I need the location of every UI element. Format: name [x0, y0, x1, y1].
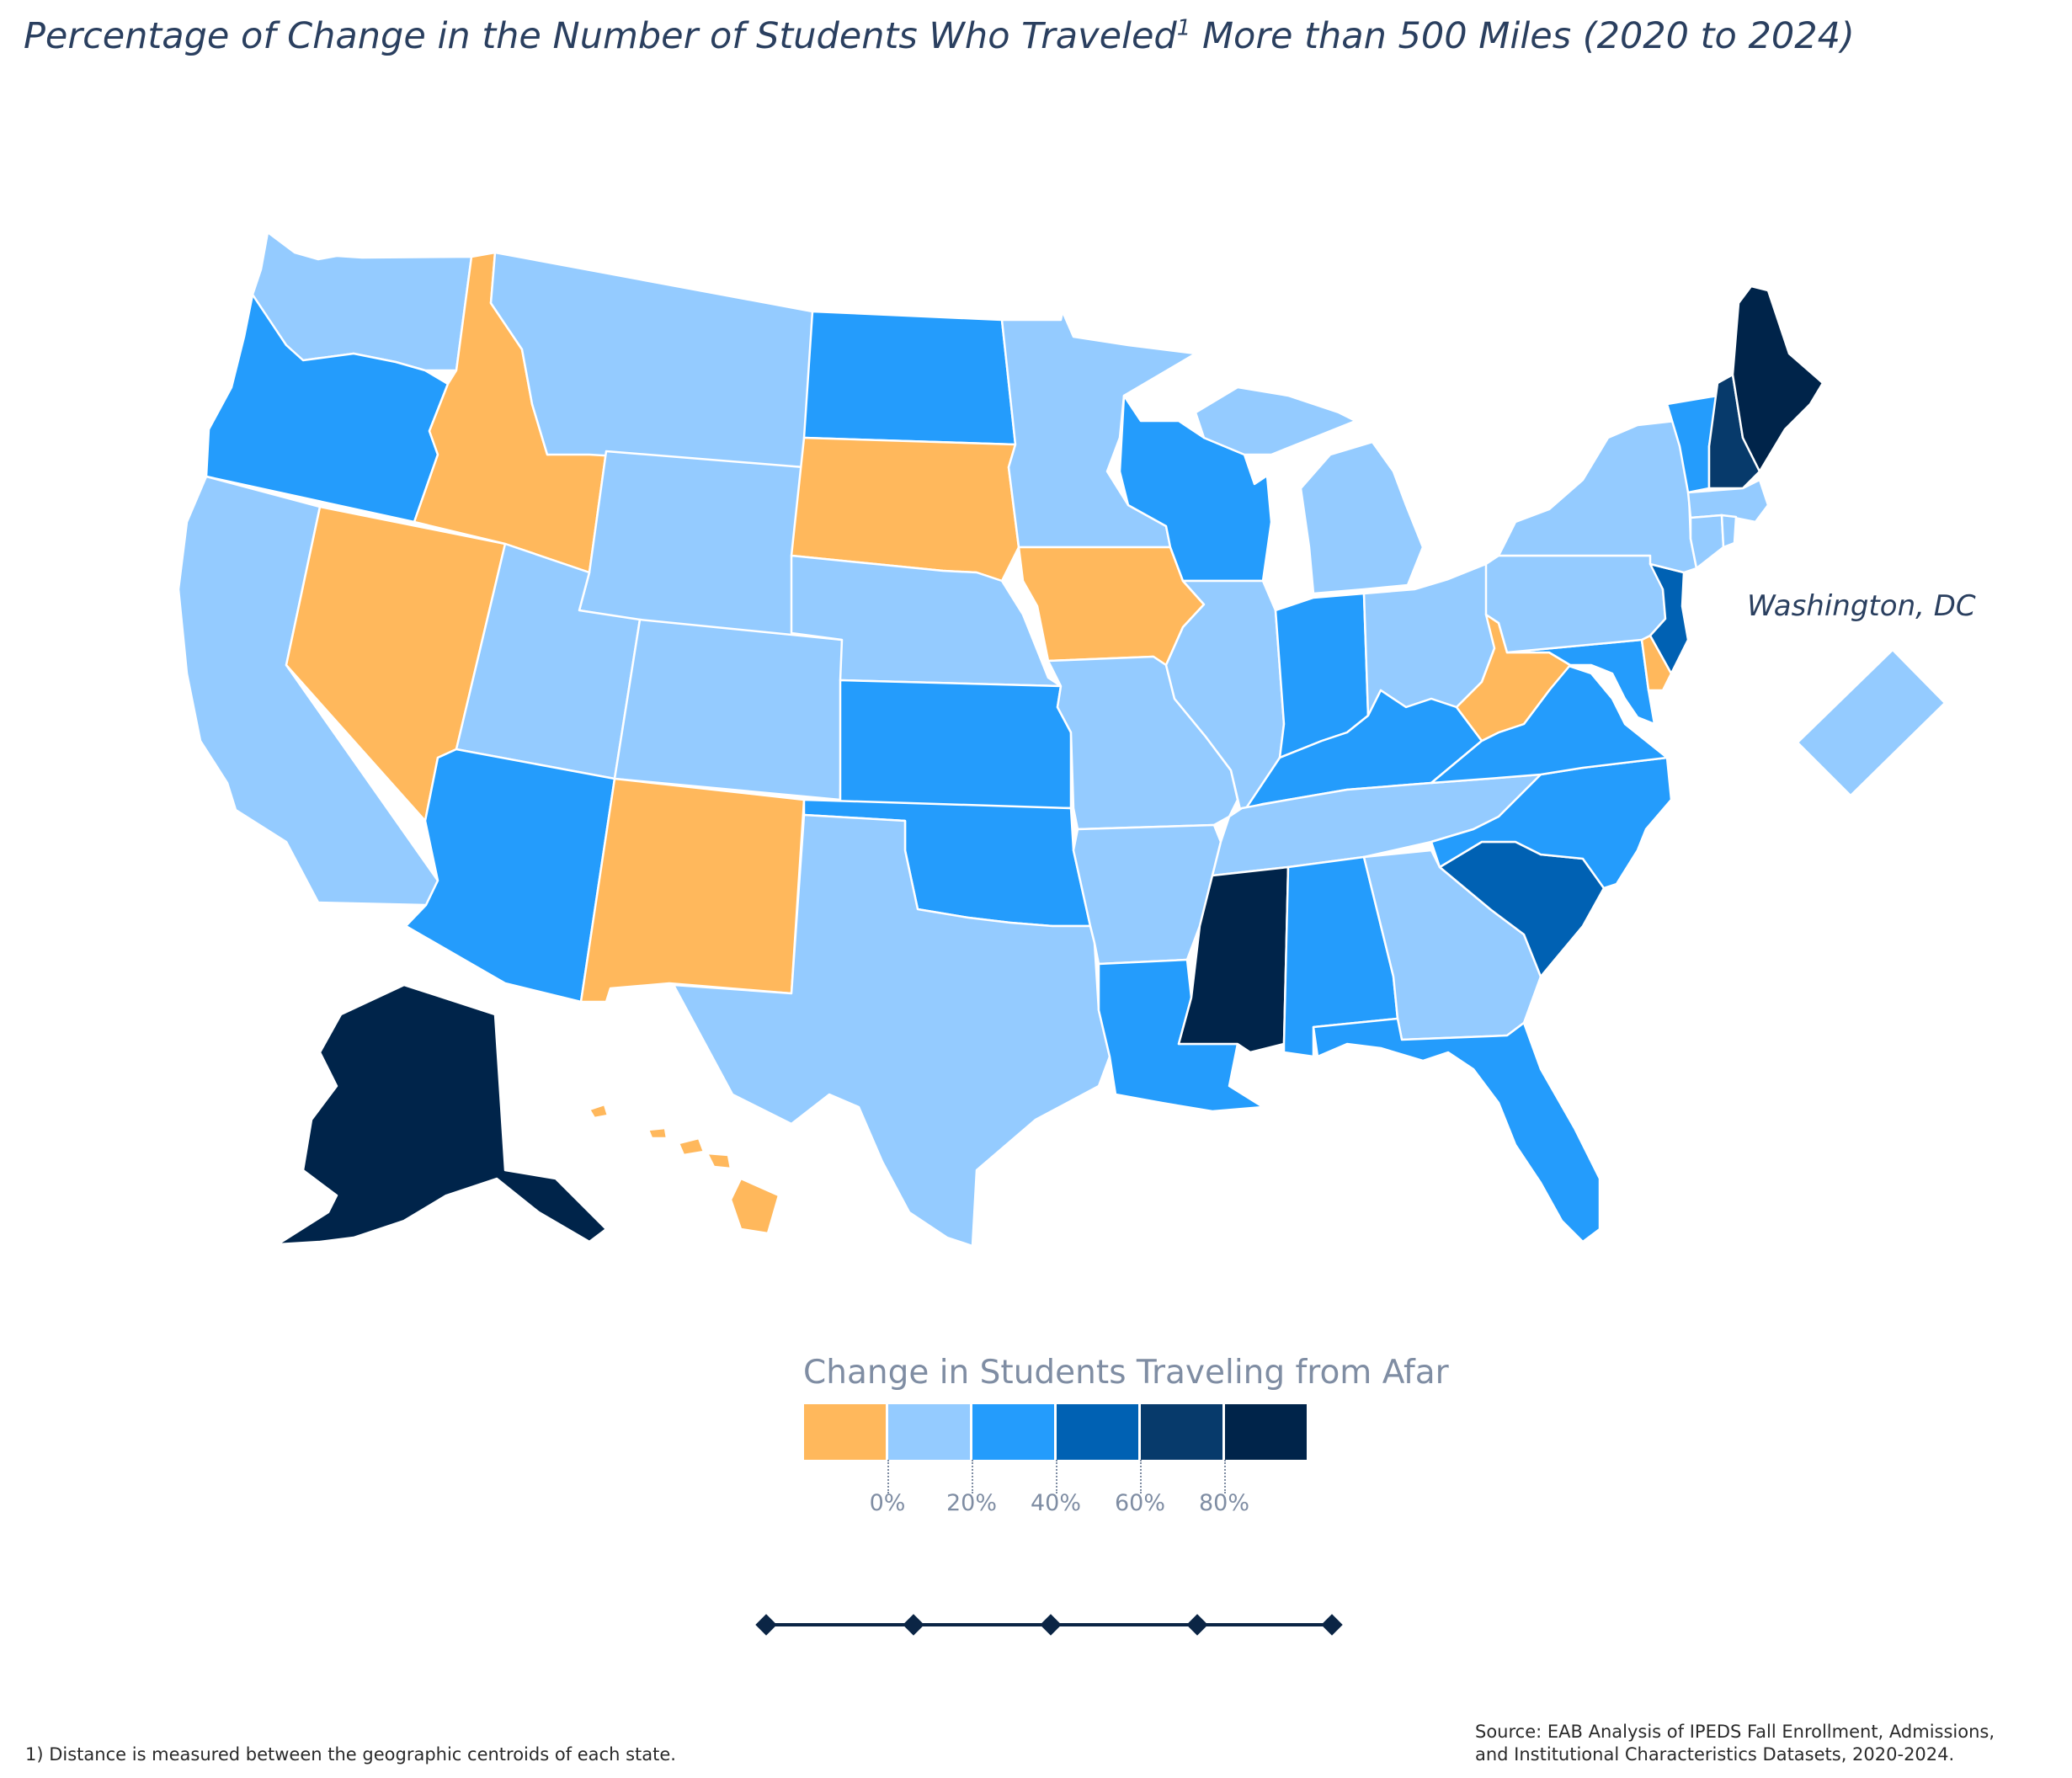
slider-step-1[interactable]: [903, 1614, 924, 1636]
source-note: Source: EAB Analysis of IPEDS Fall Enrol…: [1475, 1721, 1995, 1766]
state-florida[interactable]: [1312, 1017, 1601, 1243]
title-end: More than 500 Miles (2020 to 2024): [1190, 15, 1855, 57]
footnote: 1) Distance is measured between the geog…: [25, 1744, 676, 1765]
legend-swatch-5: [1225, 1404, 1307, 1460]
chart-title: Percentage of Change in the Number of St…: [24, 15, 2061, 57]
slider-step-2[interactable]: [1040, 1614, 1062, 1636]
legend-tick-mark-4: [1224, 1460, 1226, 1493]
state-maine[interactable]: [1731, 285, 1824, 473]
state-colorado[interactable]: [613, 618, 844, 801]
slider-step-0[interactable]: [755, 1614, 777, 1636]
state-nebraska[interactable]: [790, 554, 1063, 688]
state-minnesota[interactable]: [1000, 310, 1197, 549]
state-connecticut[interactable]: [1689, 514, 1725, 570]
legend-swatch-4: [1141, 1404, 1222, 1460]
state-kansas[interactable]: [839, 679, 1073, 810]
legend-tick-label-4: 80%: [1198, 1490, 1250, 1516]
legend-tick-label-2: 40%: [1030, 1490, 1082, 1516]
dc-inset-label: Washington, DC: [1747, 589, 1976, 623]
legend-title: Change in Students Traveling from Afar: [803, 1354, 1449, 1392]
legend-swatch-2: [972, 1404, 1054, 1460]
state-texas[interactable]: [672, 813, 1111, 1248]
state-new-mexico[interactable]: [579, 777, 806, 1003]
states-layer: [177, 231, 1947, 1248]
state-alaska[interactable]: [276, 983, 608, 1246]
legend-tick-label-0: 0%: [869, 1490, 906, 1516]
time-slider[interactable]: [749, 1600, 1356, 1650]
us-choropleth-map: [177, 231, 1947, 1248]
state-wisconsin[interactable]: [1118, 394, 1273, 583]
legend-tick-mark-2: [1056, 1460, 1057, 1493]
title-main: Percentage of Change in the Number of St…: [24, 15, 1177, 57]
source-line-1: Source: EAB Analysis of IPEDS Fall Enrol…: [1475, 1722, 1995, 1742]
source-line-2: and Institutional Characteristics Datase…: [1475, 1744, 1955, 1765]
state-pennsylvania[interactable]: [1484, 554, 1667, 654]
state-new-york[interactable]: [1497, 419, 1698, 574]
legend-swatch-1: [888, 1404, 970, 1460]
state-north-carolina[interactable]: [1430, 756, 1673, 890]
state-hawaii[interactable]: [588, 1103, 780, 1235]
legend-ticks: [804, 1460, 1309, 1493]
title-superscript: 1: [1176, 15, 1191, 41]
legend-swatch-3: [1057, 1404, 1138, 1460]
legend-tick-label-3: 60%: [1114, 1490, 1166, 1516]
slider-step-4[interactable]: [1321, 1614, 1343, 1636]
state-north-dakota[interactable]: [802, 310, 1017, 446]
state-new-jersey[interactable]: [1649, 562, 1690, 675]
state-arizona[interactable]: [404, 748, 616, 1003]
legend-tick-mark-0: [887, 1460, 889, 1493]
legend-color-bar: [804, 1404, 1309, 1460]
state-california[interactable]: [177, 475, 439, 907]
state-michigan[interactable]: [1194, 386, 1425, 595]
legend-tick-mark-3: [1140, 1460, 1142, 1493]
state-rhode-island[interactable]: [1720, 514, 1738, 549]
state-washington-dc-inset[interactable]: [1796, 648, 1947, 797]
legend-tick-mark-1: [972, 1460, 973, 1493]
legend-swatch-0: [804, 1404, 886, 1460]
legend-tick-label-1: 20%: [945, 1490, 998, 1516]
slider-step-3[interactable]: [1186, 1614, 1208, 1636]
